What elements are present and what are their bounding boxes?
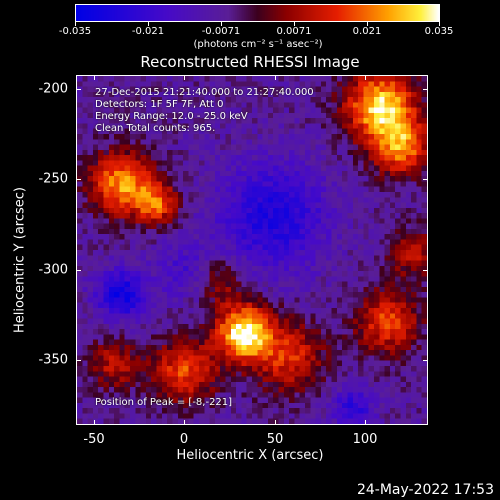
colorbar-tick-label: 0.035 [424,26,454,37]
rhessi-image-pixels [77,76,427,424]
annotation-time-range: 27-Dec-2015 21:21:40.000 to 21:27:40.000 [95,87,314,98]
x-tick-label: 100 [352,432,378,447]
rhessi-image-plot: 27-Dec-2015 21:21:40.000 to 21:27:40.000… [76,75,428,425]
y-tick-label: -200 [38,81,68,97]
y-tick-label: -350 [38,352,68,368]
y-axis-title: Heliocentric Y (arcsec) [12,187,28,333]
annotation-energy-range: Energy Range: 12.0 - 25.0 keV [95,111,248,122]
y-tick-label: -300 [38,262,68,278]
colorbar-tick-label: 0.0071 [276,26,312,37]
x-axis-title: Heliocentric X (arcsec) [176,448,324,463]
annotation-method-counts: Clean Total counts: 965. [95,123,216,134]
annotation-detectors: Detectors: 1F 5F 7F, Att 0 [95,99,224,110]
x-tick-label: 0 [179,432,189,447]
image-title: Reconstructed RHESSI Image [140,53,360,71]
colorbar-tick-label: -0.0071 [201,26,241,37]
colorbar-tick-label: -0.021 [131,26,165,37]
annotation-peak-position: Position of Peak = [-8,-221] [95,397,233,408]
x-tick-label: -50 [83,432,105,447]
date-stamp: 24-May-2022 17:53 [356,482,494,498]
colorbar-units: (photons cm⁻² s⁻¹ asec⁻²) [193,39,323,50]
colorbar [75,4,440,22]
y-tick-label: -250 [38,171,68,187]
colorbar-tick-label: -0.035 [58,26,92,37]
colorbar-tick-label: 0.021 [352,26,382,37]
x-tick-label: 50 [266,432,284,447]
